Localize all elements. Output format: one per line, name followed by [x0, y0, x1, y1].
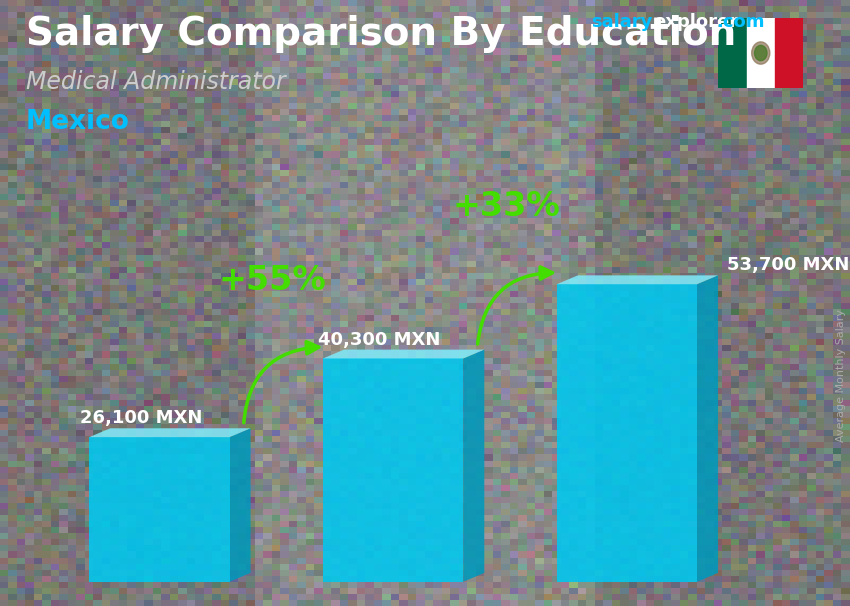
Text: salary: salary — [591, 13, 652, 32]
Text: 26,100 MXN: 26,100 MXN — [80, 409, 202, 427]
Circle shape — [751, 42, 770, 64]
Text: 53,700 MXN: 53,700 MXN — [728, 256, 850, 275]
Text: Mexico: Mexico — [26, 109, 129, 135]
Bar — [718, 18, 746, 88]
Text: Average Monthly Salary: Average Monthly Salary — [836, 309, 846, 442]
Polygon shape — [697, 275, 718, 582]
Polygon shape — [89, 428, 251, 437]
Text: Salary Comparison By Education: Salary Comparison By Education — [26, 15, 736, 53]
Text: 40,300 MXN: 40,300 MXN — [318, 330, 440, 348]
Polygon shape — [230, 428, 251, 582]
Polygon shape — [89, 437, 230, 582]
Polygon shape — [557, 284, 697, 582]
Text: +33%: +33% — [452, 190, 560, 223]
Polygon shape — [323, 350, 484, 359]
Text: Medical Administrator: Medical Administrator — [26, 70, 286, 94]
Polygon shape — [557, 275, 718, 284]
Text: explorer: explorer — [653, 13, 738, 32]
Bar — [775, 18, 803, 88]
Bar — [746, 18, 775, 88]
Circle shape — [755, 45, 767, 61]
Polygon shape — [463, 350, 484, 582]
Text: .com: .com — [717, 13, 765, 32]
Polygon shape — [323, 359, 463, 582]
Text: +55%: +55% — [218, 264, 326, 297]
